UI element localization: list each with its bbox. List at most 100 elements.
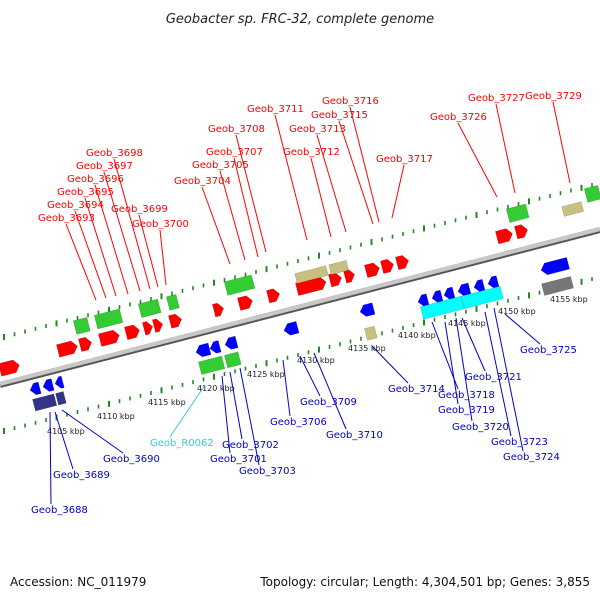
gene-shape (283, 321, 300, 336)
leader-line (138, 214, 159, 288)
gene-shape (487, 275, 500, 289)
gene-label-bottom: Geob_R0062 (150, 438, 214, 449)
bottom-strand-gene (29, 381, 42, 396)
gene-shape (561, 201, 584, 217)
leader-line (349, 106, 380, 223)
gene-label-top: Geob_3700 (132, 219, 189, 230)
leader-line (233, 157, 259, 258)
gene-features (0, 185, 600, 412)
leader-line (310, 157, 332, 238)
gene-label-bottom: Geob_3701 (210, 454, 267, 465)
leader-line (229, 371, 243, 440)
gene-shape (237, 295, 253, 311)
top-strand-gene (0, 359, 20, 377)
gene-label-top: Geob_3727 (468, 93, 525, 104)
bottom-strand-gene (209, 340, 222, 354)
gene-shape (152, 318, 164, 333)
gene-label-bottom: Geob_3689 (53, 470, 110, 481)
gene-label-bottom: Geob_3718 (438, 390, 495, 401)
gene-label-bottom: Geob_3702 (222, 440, 279, 451)
top-strand-gene (124, 324, 140, 341)
kbp-tick-label: 4155 kbp (550, 295, 588, 304)
top-strand-gene (380, 258, 394, 274)
gene-shape (0, 359, 20, 377)
bottom-dark-gene (541, 276, 574, 296)
top-strand-gene (364, 262, 380, 279)
top-strand-gene (495, 228, 513, 245)
gene-label-bottom: Geob_3703 (239, 466, 296, 477)
gene-label-top: Geob_3708 (208, 124, 265, 135)
gene-label-top: Geob_3694 (47, 200, 104, 211)
gene-label-top: Geob_3716 (322, 96, 379, 107)
bottom-green-gene (198, 355, 226, 375)
bottom-strand-gene (224, 335, 239, 350)
gene-shape (55, 391, 67, 406)
top-strand-gene (514, 224, 528, 240)
gene-shape (364, 262, 380, 279)
kbp-tick-label: 4140 kbp (398, 331, 436, 340)
bottom-cyan-gene (461, 285, 504, 309)
kbp-tick-label: 4105 kbp (47, 427, 85, 436)
leader-line (94, 184, 129, 295)
strand-tick-lines (3, 183, 593, 434)
bottom-strand-gene (359, 302, 376, 317)
leader-line (113, 158, 151, 290)
gene-shape (417, 293, 430, 307)
top-green-gene (137, 298, 162, 318)
gene-label-bottom: Geob_3709 (300, 397, 357, 408)
top-strand-gene (395, 255, 409, 271)
gene-label-top: Geob_3729 (525, 91, 582, 102)
top-green-gene (72, 317, 91, 335)
top-strand-gene (152, 318, 164, 333)
gene-label-top: Geob_3696 (67, 174, 124, 185)
gene-shape (540, 257, 570, 276)
gene-shape (328, 260, 349, 275)
gene-shape (168, 313, 182, 329)
bottom-strand-gene (540, 257, 570, 276)
bottom-cyan-gene (420, 295, 465, 320)
top-green-gene (93, 308, 124, 330)
top-strand-gene (237, 295, 253, 311)
leader-line (65, 223, 97, 301)
top-strand-gene (266, 288, 280, 304)
gene-label-top: Geob_3705 (192, 160, 249, 171)
gene-shape (505, 203, 530, 223)
kbp-tick-label: 4115 kbp (148, 398, 186, 407)
bottom-strand-gene (431, 289, 444, 304)
leader-line (201, 186, 231, 265)
gene-label-bottom: Geob_3719 (438, 405, 495, 416)
leader-line (552, 101, 571, 184)
leader-line (235, 134, 267, 253)
gene-label-top: Geob_3711 (247, 104, 304, 115)
leader-line (316, 134, 347, 233)
gene-label-top: Geob_3707 (206, 147, 263, 158)
top-green-gene (165, 294, 180, 311)
gene-label-bottom: Geob_3721 (465, 372, 522, 383)
top-tan-gene (328, 260, 349, 275)
top-green-gene (223, 274, 256, 296)
bottom-strand-gene (457, 282, 472, 297)
gene-shape (72, 317, 91, 335)
gene-labels: Geob_3693 Geob_3694 Geob_3695 Geob_3696 Geob… (31, 91, 582, 516)
map-title: Geobacter sp. FRC-32, complete genome (166, 12, 434, 27)
gene-shape (514, 224, 528, 240)
leader-line (444, 321, 459, 405)
gene-shape (457, 282, 472, 297)
gene-shape (461, 285, 504, 309)
gene-shape (380, 258, 394, 274)
gene-label-bottom: Geob_3725 (520, 345, 577, 356)
kbp-tick-label: 4110 kbp (97, 412, 135, 421)
leader-line (169, 384, 206, 438)
gene-shape (395, 255, 409, 271)
leader-line (391, 164, 405, 219)
genome-summary-text: Topology: circular; Length: 4,304,501 bp… (259, 575, 590, 589)
bottom-green-gene (224, 351, 242, 369)
bottom-dark-gene (55, 391, 67, 406)
kbp-tick-label: 4130 kbp (297, 356, 335, 365)
gene-label-bottom: Geob_3720 (452, 422, 509, 433)
label-leader-lines (49, 101, 571, 505)
axis-bar (0, 227, 600, 386)
gene-shape (78, 337, 92, 352)
leader-line (493, 307, 524, 452)
gene-shape (443, 286, 456, 301)
